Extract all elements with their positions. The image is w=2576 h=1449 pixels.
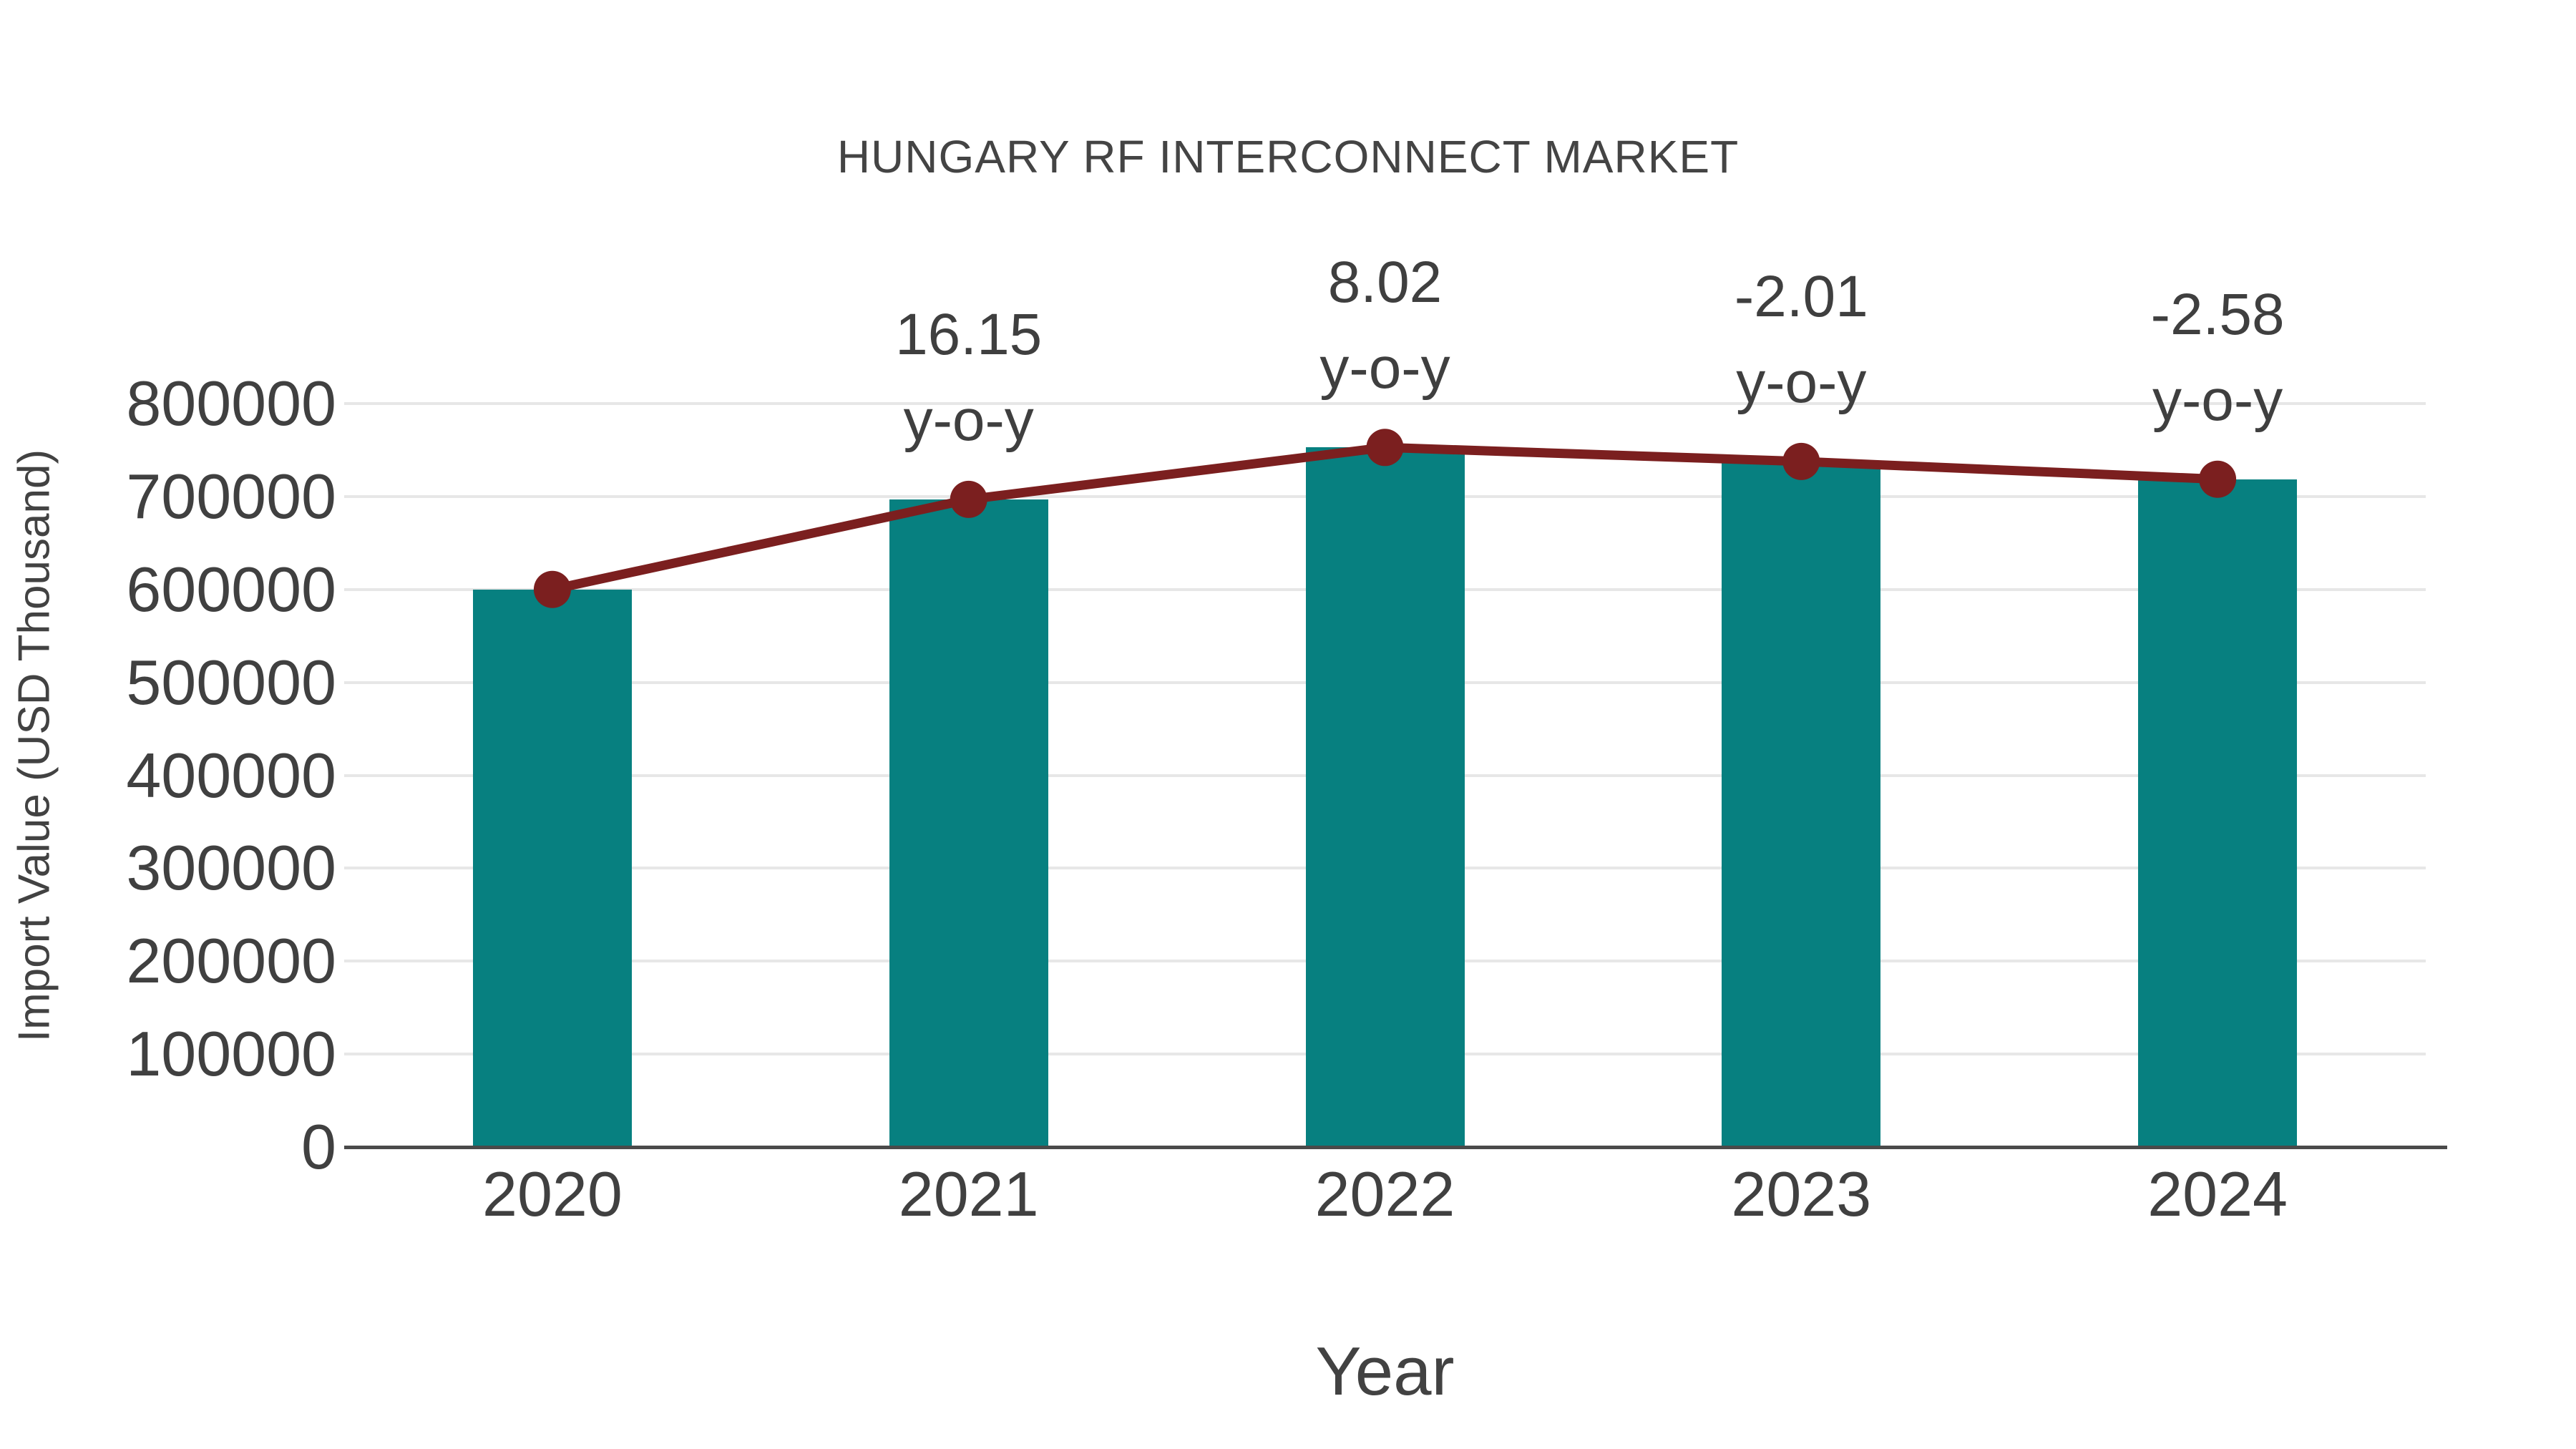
yoy-annotation-2023: -2.01 y-o-y xyxy=(1615,254,1987,426)
yoy-annotation-2021: 16.15 y-o-y xyxy=(783,292,1155,464)
y-tick-label: 0 xyxy=(301,1111,336,1182)
yoy-value: -2.01 xyxy=(1734,263,1868,329)
yoy-suffix: y-o-y xyxy=(903,387,1034,453)
trend-line xyxy=(551,442,2218,595)
yoy-suffix: y-o-y xyxy=(1736,349,1867,415)
bar-2024 xyxy=(2138,479,2298,1147)
trend-marker-2023 xyxy=(1782,442,1820,480)
x-axis-title: Year xyxy=(1315,1333,1455,1410)
y-tick-label: 800000 xyxy=(126,368,336,439)
y-tick-label: 600000 xyxy=(126,553,336,625)
y-tick-label: 200000 xyxy=(126,925,336,997)
yoy-annotation-2024: -2.58 y-o-y xyxy=(2031,272,2404,444)
bar-2023 xyxy=(1722,461,1881,1147)
trend-marker-2022 xyxy=(1366,429,1404,467)
trend-marker-2020 xyxy=(533,570,571,608)
gridline-800000 xyxy=(344,402,2426,405)
trend-marker-2021 xyxy=(950,480,987,518)
x-tick-label-2020: 2020 xyxy=(482,1158,623,1229)
bar-2021 xyxy=(889,499,1048,1147)
y-tick-label: 400000 xyxy=(126,739,336,811)
x-tick-label-2024: 2024 xyxy=(2147,1158,2288,1229)
yoy-value: 8.02 xyxy=(1327,250,1443,316)
yoy-suffix: y-o-y xyxy=(1319,336,1450,401)
x-tick-label-2022: 2022 xyxy=(1314,1158,1455,1229)
y-tick-label: 500000 xyxy=(126,646,336,718)
trend-marker-2024 xyxy=(2199,460,2237,498)
bar-2022 xyxy=(1305,447,1465,1147)
yoy-value: 16.15 xyxy=(895,301,1043,367)
yoy-value: -2.58 xyxy=(2150,281,2285,347)
y-tick-label: 700000 xyxy=(126,460,336,532)
yoy-annotation-2022: 8.02 y-o-y xyxy=(1199,240,1571,411)
x-tick-label-2021: 2021 xyxy=(898,1158,1039,1229)
x-tick-label-2023: 2023 xyxy=(1731,1158,1872,1229)
x-axis-line xyxy=(344,1146,2447,1149)
bar-2020 xyxy=(472,589,632,1147)
y-tick-label: 100000 xyxy=(126,1018,336,1090)
yoy-suffix: y-o-y xyxy=(2152,367,2283,433)
y-tick-label: 300000 xyxy=(126,832,336,904)
chart-title: HUNGARY RF INTERCONNECT MARKET xyxy=(836,131,1740,182)
